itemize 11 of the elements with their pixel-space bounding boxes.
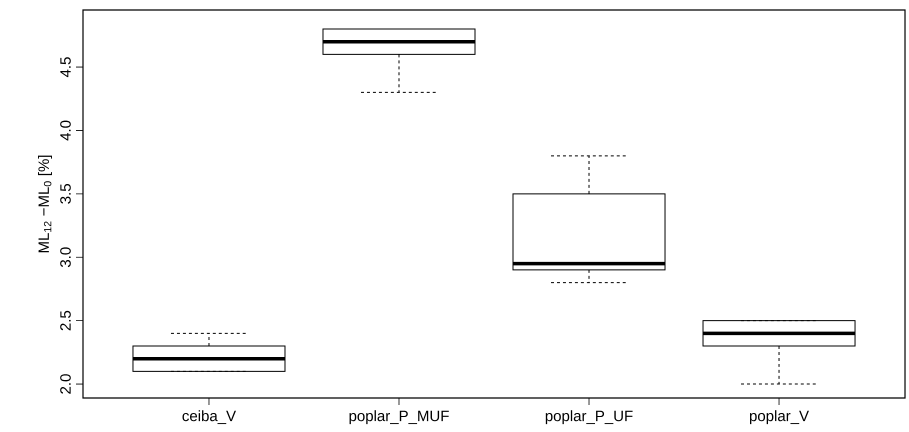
x-tick-label: poplar_P_UF [546,410,633,424]
y-tick-label: 2.5 [60,310,71,330]
y-tick-label: 3.5 [60,184,71,204]
y-axis-title: ML$_{12}$ −ML$_{0}$ [%] [38,156,52,252]
x-tick-label: poplar_P_MUF [350,410,449,424]
x-tick-label: ceiba_V [182,410,236,424]
y-tick-label: 3.0 [60,247,71,268]
y-tick-label: 2.0 [60,374,71,394]
x-tick-label: poplar_V [750,410,809,424]
y-tick-label: 4.0 [60,120,71,141]
y-tick-label: 4.5 [60,57,71,78]
